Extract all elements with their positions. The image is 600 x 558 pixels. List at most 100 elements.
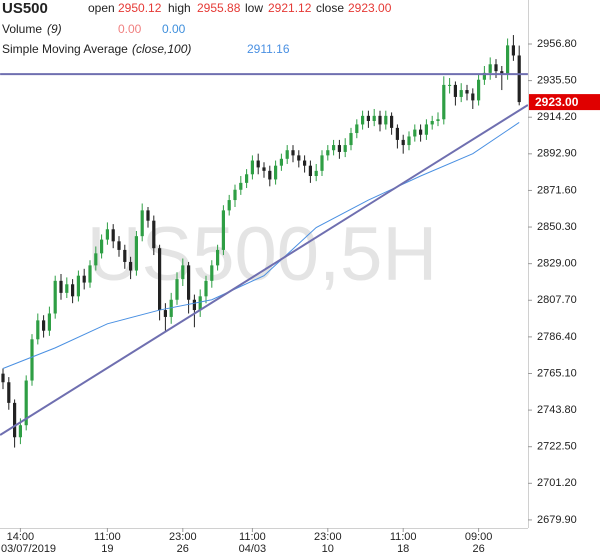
- candle-body: [517, 55, 521, 103]
- candle-body: [401, 139, 405, 146]
- volume-name: Volume: [2, 22, 42, 36]
- sma-line: [2, 122, 520, 369]
- volume-value: 0.00: [162, 22, 186, 36]
- candle-body: [395, 127, 399, 140]
- candle-body: [442, 84, 446, 120]
- candle-body: [349, 133, 353, 146]
- candle-body: [140, 210, 144, 237]
- y-tick-label: 2679.90: [537, 514, 577, 526]
- x-tick-label: 03/07/2019: [1, 543, 56, 555]
- candle-body: [24, 380, 28, 426]
- candle-body: [337, 145, 341, 152]
- candle-body: [117, 241, 121, 250]
- candle-body: [471, 93, 475, 101]
- candle-body: [47, 313, 51, 331]
- candle-body: [500, 71, 504, 75]
- candle-body: [268, 170, 272, 180]
- candle-body: [227, 200, 231, 211]
- candle-body: [372, 115, 376, 121]
- candle-body: [482, 72, 486, 80]
- candle-body: [71, 284, 75, 297]
- candle-body: [59, 280, 63, 293]
- candle-body: [82, 275, 86, 283]
- candle-body: [390, 115, 394, 128]
- candle-body: [163, 310, 167, 317]
- candle-body: [436, 119, 440, 121]
- candle-body: [233, 189, 237, 201]
- candle-body: [187, 265, 191, 300]
- candle-body: [262, 167, 266, 171]
- y-tick-label: 2786.40: [537, 331, 577, 343]
- y-tick-label: 2807.70: [537, 294, 577, 306]
- ohlc-value: 2955.88: [197, 1, 241, 15]
- x-tick-label: 23:00: [314, 531, 342, 543]
- ohlc-label: low: [245, 1, 263, 15]
- y-tick-label: 2914.20: [537, 111, 577, 123]
- plot-area: [0, 35, 529, 448]
- candle-body: [459, 90, 463, 97]
- candle-body: [366, 115, 370, 121]
- candle-body: [198, 296, 202, 311]
- candle-body: [477, 79, 481, 101]
- y-tick-label: 2829.00: [537, 258, 577, 270]
- y-tick-label: 2765.10: [537, 367, 577, 379]
- candle-body: [53, 280, 57, 314]
- axes: 2956.80 2935.50 2914.20 2892.90 2871.60 2850.…: [1, 38, 600, 555]
- candle-body: [94, 253, 98, 266]
- candle-body: [511, 45, 515, 56]
- x-tick-label: 23:00: [169, 531, 197, 543]
- x-tick-label: 26: [472, 543, 484, 555]
- candle-body: [13, 402, 17, 438]
- candle-body: [175, 279, 179, 300]
- candle-body: [1, 373, 5, 383]
- candle-body: [100, 239, 104, 254]
- candle-body: [250, 160, 254, 175]
- candle-body: [7, 382, 11, 403]
- symbol-title: US500: [2, 0, 48, 17]
- last-price-label: 2923.00: [535, 95, 579, 109]
- candle-body: [488, 64, 492, 73]
- candle-body: [308, 165, 312, 176]
- trend-line: [0, 104, 529, 436]
- candle-body: [303, 160, 307, 166]
- candle-body: [192, 299, 196, 311]
- candle-body: [407, 136, 411, 146]
- sma-params: (close,100): [132, 42, 191, 56]
- ohlc-value: 2923.00: [348, 1, 392, 15]
- candle-body: [221, 210, 225, 250]
- candle-body: [419, 129, 423, 135]
- candle-body: [424, 124, 428, 135]
- x-tick-label: 18: [397, 543, 409, 555]
- candle-body: [169, 299, 173, 317]
- candle-body: [413, 129, 417, 137]
- ohlc-label: open: [88, 1, 115, 15]
- candle-body: [105, 229, 109, 240]
- candle-body: [30, 339, 34, 381]
- candle-body: [129, 261, 133, 271]
- y-tick-label: 2956.80: [537, 38, 577, 50]
- ohlc-label: high: [168, 1, 191, 15]
- candle-body: [465, 90, 469, 94]
- watermark-layer: US500,5H: [87, 212, 438, 297]
- y-tick-label: 2722.50: [537, 441, 577, 453]
- candle-body: [279, 158, 283, 166]
- candle-body: [291, 150, 295, 156]
- x-tick-label: 11:00: [390, 531, 417, 543]
- candle-body: [297, 155, 301, 161]
- candle-body: [146, 210, 150, 221]
- candle-body: [326, 150, 330, 156]
- candle-body: [506, 45, 510, 75]
- ohlc-value: 2921.12: [268, 1, 312, 15]
- candle-body: [332, 145, 336, 151]
- x-tick-label: 11:00: [94, 531, 121, 543]
- x-tick-label: 14:00: [7, 531, 35, 543]
- candle-body: [76, 275, 80, 297]
- volume-value: 0.00: [118, 22, 142, 36]
- ohlc-value: 2950.12: [118, 1, 162, 15]
- candle-body: [494, 64, 498, 72]
- x-tick-label: 10: [322, 543, 334, 555]
- last-price-box: [529, 94, 600, 111]
